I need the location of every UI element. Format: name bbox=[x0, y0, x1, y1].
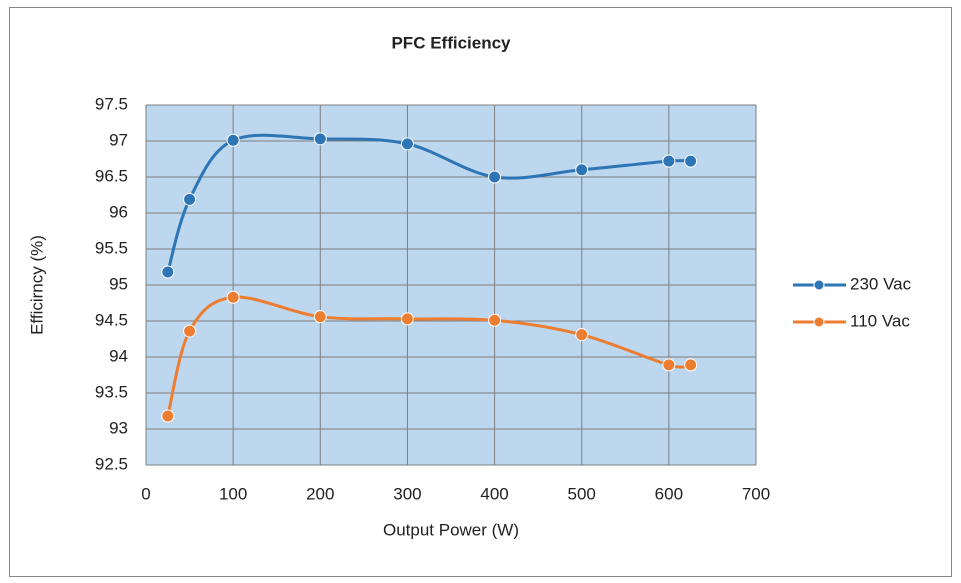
y-tick-label: 92.5 bbox=[95, 454, 128, 473]
data-point bbox=[684, 154, 698, 168]
chart-title: PFC Efficiency bbox=[391, 33, 511, 52]
x-tick-label: 400 bbox=[480, 484, 508, 503]
data-point bbox=[226, 133, 240, 147]
data-point bbox=[684, 358, 698, 372]
x-tick-label: 0 bbox=[141, 484, 150, 503]
x-tick-label: 200 bbox=[306, 484, 334, 503]
y-tick-label: 95.5 bbox=[95, 238, 128, 257]
y-tick-label: 93 bbox=[109, 418, 128, 437]
data-point bbox=[488, 170, 502, 184]
legend-label: 110 Vac bbox=[850, 311, 910, 330]
x-axis-label: Output Power (W) bbox=[383, 520, 519, 539]
data-point bbox=[575, 328, 589, 342]
y-tick-label: 97.5 bbox=[95, 94, 128, 113]
data-point bbox=[488, 313, 502, 327]
x-tick-label: 100 bbox=[219, 484, 247, 503]
data-point bbox=[575, 163, 589, 177]
data-point bbox=[662, 154, 676, 168]
x-tick-label: 300 bbox=[393, 484, 421, 503]
y-axis-label: Efficirncy (%) bbox=[27, 235, 46, 335]
legend-marker bbox=[813, 316, 825, 328]
data-point bbox=[313, 132, 327, 146]
data-point bbox=[400, 137, 414, 151]
data-point bbox=[161, 265, 175, 279]
y-tick-label: 94 bbox=[109, 346, 128, 365]
legend-label: 230 Vac bbox=[850, 274, 912, 293]
y-tick-label: 93.5 bbox=[95, 382, 128, 401]
data-point bbox=[662, 358, 676, 372]
y-tick-label: 94.5 bbox=[95, 310, 128, 329]
x-tick-label: 700 bbox=[742, 484, 770, 503]
y-tick-label: 96.5 bbox=[95, 166, 128, 185]
y-tick-label: 96 bbox=[109, 202, 128, 221]
x-tick-label: 600 bbox=[655, 484, 683, 503]
y-tick-label: 95 bbox=[109, 274, 128, 293]
data-point bbox=[183, 192, 197, 206]
data-point bbox=[161, 409, 175, 423]
data-point bbox=[226, 290, 240, 304]
data-point bbox=[313, 310, 327, 324]
y-tick-label: 97 bbox=[109, 130, 128, 149]
data-point bbox=[183, 324, 197, 338]
x-tick-label: 500 bbox=[568, 484, 596, 503]
legend-marker bbox=[813, 279, 825, 291]
data-point bbox=[400, 312, 414, 326]
